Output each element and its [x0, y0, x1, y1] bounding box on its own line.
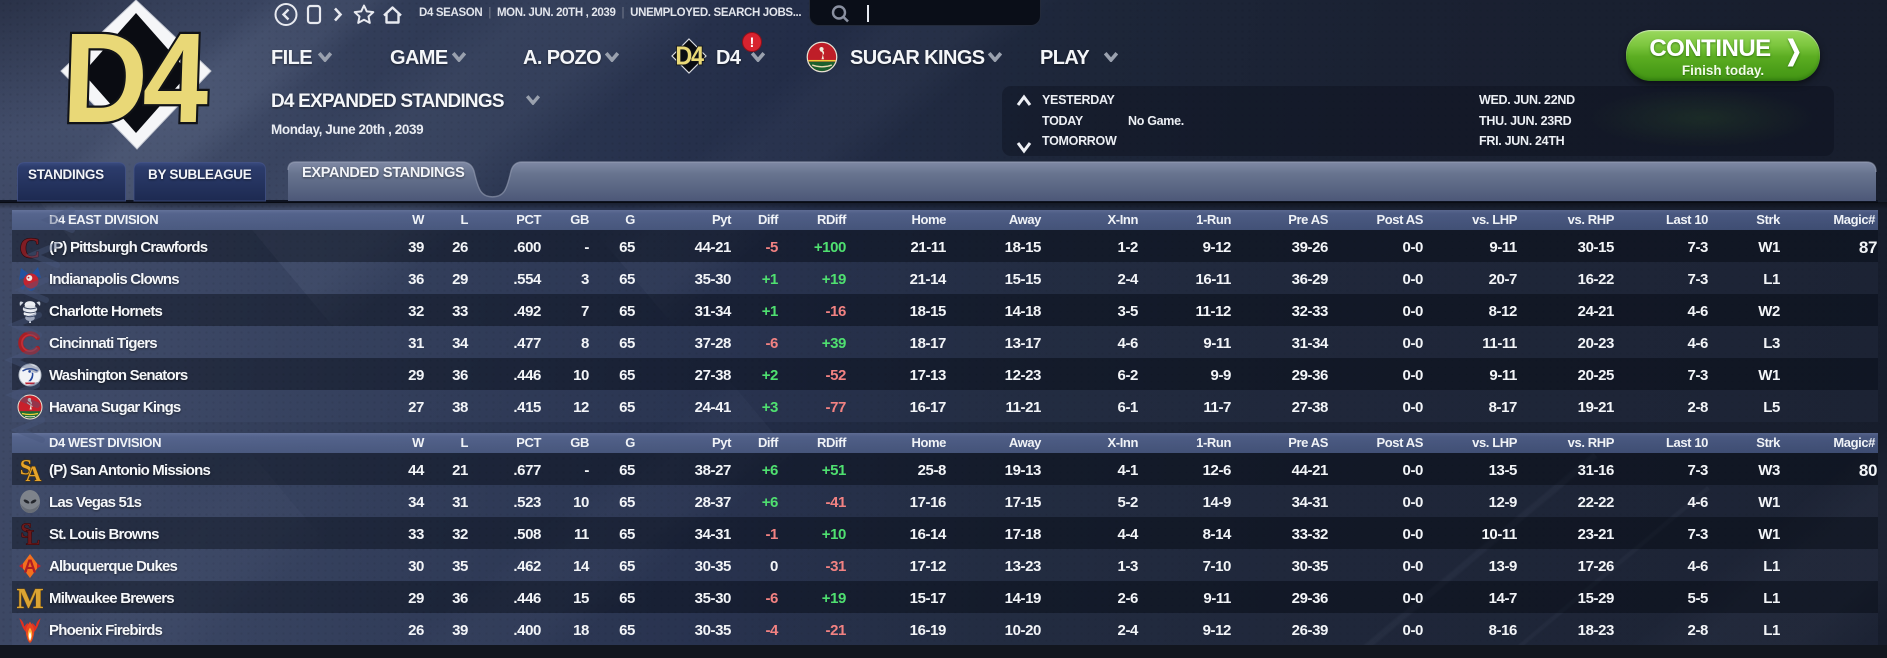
svg-text:!: ! — [750, 34, 755, 50]
svg-text:M: M — [17, 585, 43, 611]
svg-text:L: L — [26, 526, 40, 548]
svg-text:D4: D4 — [60, 8, 210, 151]
svg-text:S: S — [20, 457, 32, 480]
svg-text:A: A — [26, 461, 42, 483]
svg-text:C: C — [20, 234, 41, 260]
svg-text:S: S — [21, 521, 33, 543]
svg-text:D4: D4 — [675, 42, 704, 70]
svg-text:A: A — [24, 557, 37, 577]
